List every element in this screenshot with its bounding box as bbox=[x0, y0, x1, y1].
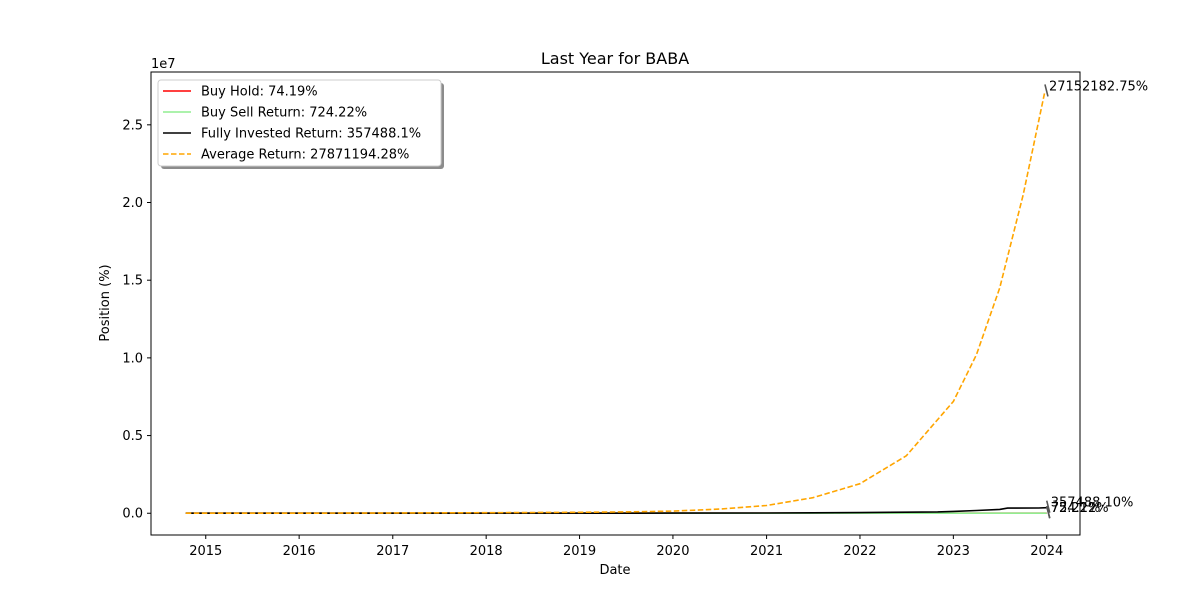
annotation-arrow bbox=[1045, 506, 1051, 519]
annotation-arrow bbox=[1045, 500, 1051, 513]
legend-label: Average Return: 27871194.28% bbox=[201, 148, 409, 163]
y-tick-label: 2.5 bbox=[122, 118, 143, 133]
y-offset-label: 1e7 bbox=[151, 57, 176, 72]
x-tick-label: 2020 bbox=[656, 544, 689, 559]
x-tick-label: 2016 bbox=[283, 544, 316, 559]
chart-title: Last Year for BABA bbox=[541, 49, 689, 68]
plot-marks bbox=[185, 91, 1047, 515]
plot-frame bbox=[150, 71, 1081, 536]
legend-label: Buy Sell Return: 724.22% bbox=[201, 106, 367, 121]
y-tick-label: 0.5 bbox=[122, 429, 143, 444]
x-tick-label: 2019 bbox=[563, 544, 596, 559]
x-axis-label: Date bbox=[599, 563, 630, 578]
legend: Buy Hold: 74.19% Buy Sell Return: 724.22%… bbox=[157, 79, 444, 169]
x-tick-label: 2015 bbox=[189, 544, 222, 559]
legend-label: Fully Invested Return: 357488.1% bbox=[201, 127, 421, 142]
annotation-label: 27152182.75% bbox=[1049, 79, 1148, 94]
x-tick-label: 2017 bbox=[376, 544, 409, 559]
x-tick-label: 2021 bbox=[750, 544, 783, 559]
x-tick-label: 2023 bbox=[937, 544, 970, 559]
y-tick-label: 0.0 bbox=[122, 507, 143, 522]
y-tick-label: 2.0 bbox=[122, 196, 143, 211]
x-tick-label: 2018 bbox=[470, 544, 503, 559]
y-tick-label: 1.5 bbox=[122, 274, 143, 289]
series-line-3 bbox=[185, 91, 1046, 515]
legend-label: Buy Hold: 74.19% bbox=[201, 85, 318, 100]
legend-box bbox=[157, 79, 442, 167]
annotation-arrow bbox=[1044, 84, 1049, 97]
y-tick-label: 1.0 bbox=[122, 351, 143, 366]
y-axis-label: Position (%) bbox=[98, 264, 113, 341]
annotation-label: 75.21% bbox=[1051, 501, 1101, 516]
x-tick-label: 2024 bbox=[1030, 544, 1063, 559]
annotation-label: 357488.10% bbox=[1051, 496, 1134, 511]
annotation-label: 724.22% bbox=[1051, 501, 1109, 516]
x-tick-label: 2022 bbox=[843, 544, 876, 559]
